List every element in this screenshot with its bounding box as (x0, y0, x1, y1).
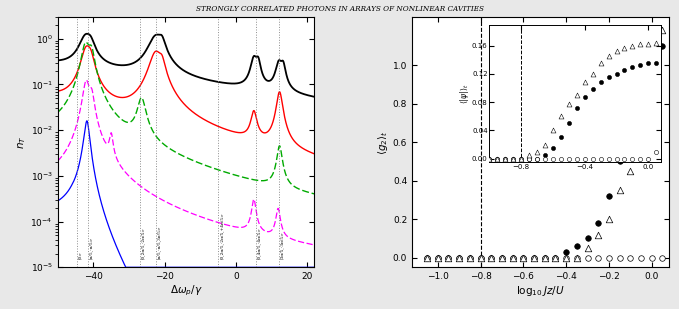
Y-axis label: $\langle g_2 \rangle_t$: $\langle g_2 \rangle_t$ (376, 130, 390, 154)
Point (528, 255, 539, 260)
Point (593, 232, 604, 237)
Point (636, 255, 646, 260)
Point (475, 255, 486, 260)
Point (475, 255, 486, 260)
Point (550, 255, 561, 260)
Point (518, 255, 529, 260)
Point (422, 255, 433, 260)
Point (422, 255, 433, 260)
Point (614, 255, 625, 260)
Point (507, 255, 518, 260)
Point (636, 101, 646, 106)
Point (528, 255, 539, 260)
Point (582, 246, 593, 251)
Point (496, 255, 507, 260)
Point (582, 236, 593, 241)
Point (454, 255, 464, 260)
Text: STRONGLY CORRELATED PHOTONS IN ARRAYS OF NONLINEAR CAVITIES: STRONGLY CORRELATED PHOTONS IN ARRAYS OF… (196, 5, 483, 13)
Text: |π/5,-π/5>: |π/5,-π/5> (89, 237, 93, 259)
Point (614, 188, 625, 193)
Point (507, 255, 518, 260)
Point (604, 255, 614, 260)
Point (604, 217, 614, 222)
Point (433, 255, 443, 260)
X-axis label: $\Delta\omega_p / \gamma$: $\Delta\omega_p / \gamma$ (170, 284, 202, 298)
Point (518, 255, 529, 260)
Point (475, 255, 486, 260)
Point (485, 255, 496, 260)
Point (539, 255, 550, 260)
Point (464, 255, 475, 260)
Point (550, 255, 561, 260)
Point (657, 43, 668, 48)
Point (571, 255, 582, 260)
Point (646, 34, 657, 39)
Point (561, 249, 572, 254)
Text: |π/5,-π/5,3π/5>: |π/5,-π/5,3π/5> (157, 226, 161, 259)
Point (561, 255, 572, 260)
X-axis label: $\log_{10} Jz/U$: $\log_{10} Jz/U$ (516, 284, 565, 298)
Point (657, 28, 668, 33)
Point (433, 255, 443, 260)
Point (454, 255, 464, 260)
Point (496, 255, 507, 260)
Text: |0,2π/5,-2π/5,+4π/5>: |0,2π/5,-2π/5,+4π/5> (219, 212, 223, 259)
Point (593, 221, 604, 226)
Point (657, 255, 668, 260)
Point (507, 255, 518, 260)
Text: |0,2π/5,-2π/5>: |0,2π/5,-2π/5> (141, 227, 145, 259)
Point (443, 255, 454, 260)
Point (443, 255, 454, 260)
Point (604, 193, 614, 198)
Point (625, 255, 636, 260)
Point (571, 255, 582, 260)
Point (539, 255, 550, 260)
Point (485, 255, 496, 260)
Point (528, 255, 539, 260)
Point (539, 255, 550, 260)
Point (485, 255, 496, 260)
Point (464, 255, 475, 260)
Point (646, 53, 657, 58)
Point (518, 255, 529, 260)
Point (550, 255, 561, 260)
Text: |0>: |0> (78, 251, 82, 259)
Point (443, 255, 454, 260)
Point (571, 243, 582, 248)
Point (625, 168, 636, 173)
Point (454, 255, 464, 260)
Point (582, 255, 593, 260)
Point (464, 255, 475, 260)
Point (636, 91, 646, 96)
Y-axis label: $n_T$: $n_T$ (16, 135, 28, 149)
Point (625, 130, 636, 135)
Point (433, 255, 443, 260)
Text: |3π/5,-3π/5>: |3π/5,-3π/5> (280, 231, 284, 259)
Point (496, 255, 507, 260)
Point (561, 255, 572, 260)
Point (646, 255, 657, 260)
Point (593, 255, 604, 260)
Text: |0,4π/5,-4π/5>: |0,4π/5,-4π/5> (257, 227, 261, 259)
Point (422, 255, 433, 260)
Point (614, 159, 625, 164)
